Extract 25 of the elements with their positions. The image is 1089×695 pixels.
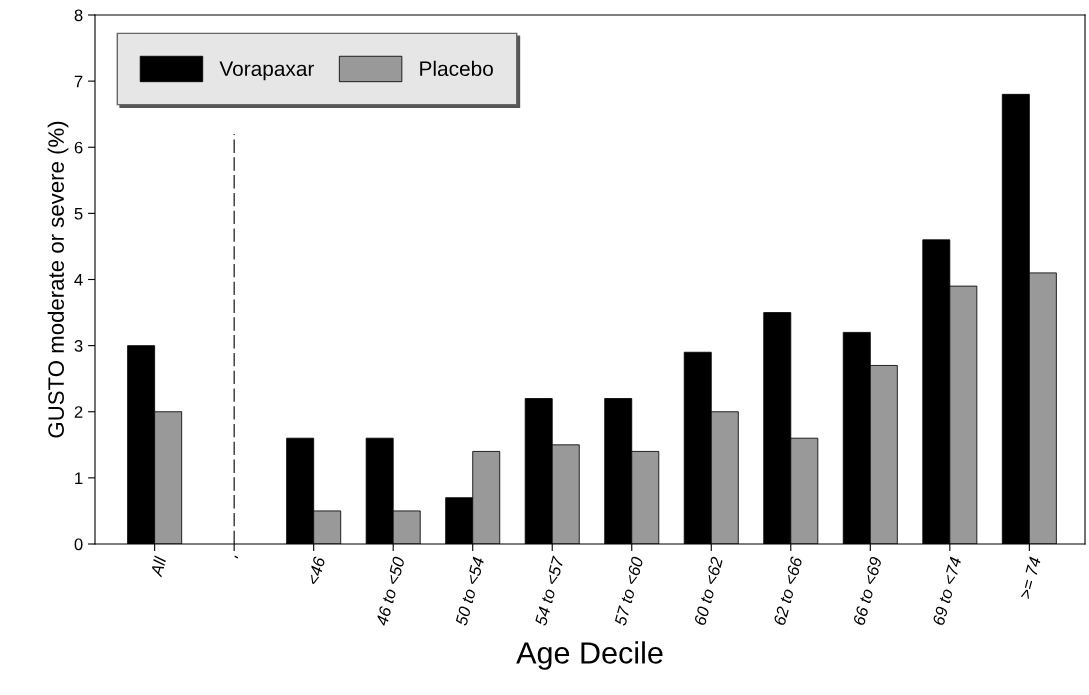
legend-label: Placebo	[420, 60, 493, 77]
x-tick-label: 66 to <69	[852, 556, 883, 626]
y-tick-label: 0	[74, 538, 83, 551]
x-tick-label: 50 to <54	[455, 556, 485, 627]
x-tick-label: 62 to <66	[773, 555, 803, 626]
x-tick-label: 69 to <74	[932, 556, 962, 626]
y-tick-label: 5	[74, 207, 83, 220]
y-tick-label: 4	[74, 274, 83, 286]
y-tick-label: 6	[74, 141, 83, 154]
legend-label: Vorapaxar	[219, 61, 315, 81]
y-axis-title: GUSTO moderate or severe (%)	[47, 121, 69, 438]
x-tick-label: 46 to <50	[375, 556, 405, 627]
y-tick-label: 3	[74, 340, 83, 352]
x-tick-label: >= 74	[1019, 556, 1041, 600]
y-tick-label: 8	[74, 9, 83, 22]
x-tick-label: '	[234, 555, 239, 559]
x-tick-label: 60 to <62	[693, 556, 724, 626]
x-tick-label: 57 to <60	[614, 556, 644, 627]
x-axis-title: Age Decile	[516, 641, 663, 670]
x-tick-label: All	[149, 555, 167, 578]
y-tick-label: 7	[74, 75, 83, 88]
y-tick-label: 2	[74, 406, 83, 418]
x-tick-label: <46	[307, 555, 326, 586]
y-tick-label: 1	[75, 472, 83, 484]
x-tick-label: 54 to <57	[534, 555, 565, 627]
